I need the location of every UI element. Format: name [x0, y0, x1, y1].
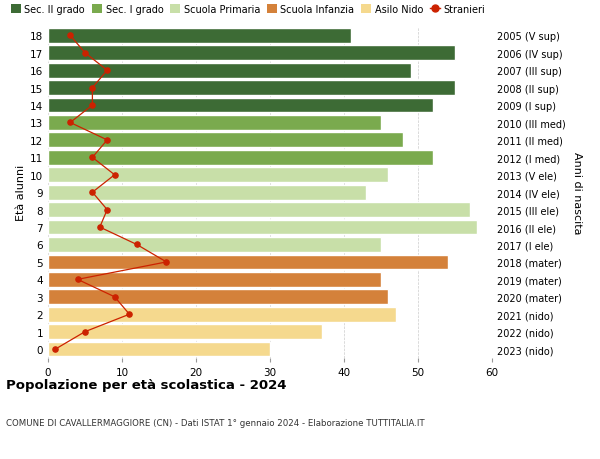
Bar [48, 325, 322, 339]
Point [80, 50, 90, 57]
Bar [48, 151, 433, 165]
Point [88, 102, 97, 110]
Bar [48, 81, 455, 96]
Bar [48, 272, 381, 287]
Bar [48, 255, 448, 270]
Text: COMUNE DI CAVALLERMAGGIORE (CN) - Dati ISTAT 1° gennaio 2024 - Elaborazione TUTT: COMUNE DI CAVALLERMAGGIORE (CN) - Dati I… [6, 418, 425, 427]
Point [110, 293, 119, 301]
Point [50, 346, 60, 353]
Point [161, 259, 171, 266]
Bar [48, 168, 388, 183]
Bar [48, 133, 403, 148]
Point [88, 189, 97, 196]
Bar [48, 64, 410, 78]
Y-axis label: Anni di nascita: Anni di nascita [572, 151, 582, 234]
Point [103, 137, 112, 144]
Bar [48, 342, 270, 357]
Point [65, 119, 75, 127]
Point [65, 33, 75, 40]
Point [103, 67, 112, 75]
Bar [48, 185, 366, 200]
Text: Popolazione per età scolastica - 2024: Popolazione per età scolastica - 2024 [6, 379, 287, 392]
Bar [48, 220, 477, 235]
Point [103, 207, 112, 214]
Point [110, 172, 119, 179]
Y-axis label: Età alunni: Età alunni [16, 165, 26, 221]
Point [95, 224, 104, 231]
Bar [48, 29, 352, 44]
Bar [48, 238, 381, 252]
Point [73, 276, 82, 283]
Point [125, 311, 134, 318]
Legend: Sec. II grado, Sec. I grado, Scuola Primaria, Scuola Infanzia, Asilo Nido, Stran: Sec. II grado, Sec. I grado, Scuola Prim… [11, 5, 485, 15]
Bar [48, 307, 396, 322]
Point [132, 241, 142, 249]
Bar [48, 98, 433, 113]
Point [88, 85, 97, 92]
Bar [48, 116, 381, 131]
Point [80, 328, 90, 336]
Bar [48, 203, 470, 218]
Point [88, 154, 97, 162]
Bar [48, 46, 455, 61]
Bar [48, 290, 388, 304]
